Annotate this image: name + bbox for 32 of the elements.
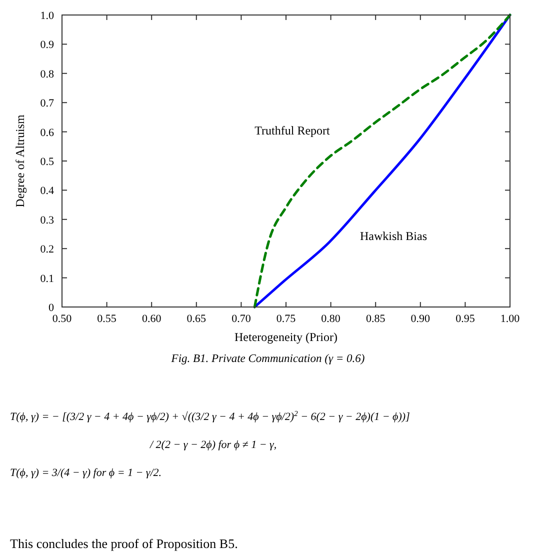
x-tick-label: 0.60 <box>142 313 162 325</box>
x-tick-label: 0.75 <box>276 313 296 325</box>
text: T(ϕ, γ) = 3/(4 − γ) for ϕ = 1 − γ/2. <box>10 467 162 479</box>
x-tick-label: 0.95 <box>456 313 476 325</box>
y-tick-label: 0.6 <box>40 126 54 139</box>
y-tick-label: 0.1 <box>40 272 54 285</box>
x-tick-label: 0.65 <box>186 313 207 325</box>
y-tick-label: 0.8 <box>40 68 54 80</box>
text: T(ϕ, γ) = − [(3/2 γ − 4 + 4ϕ − γϕ/2) + √((3/2 γ − 4 + 4ϕ − γϕ/2)$^{2}$ − 6(2 − γ − 2ϕ)(1 − ϕ))] <box>10 408 410 423</box>
x-tick-label: 0.70 <box>232 313 252 325</box>
caption: Fig. B1. Private Communication (γ = 0.6) <box>170 353 365 365</box>
y-tick-label: 0.5 <box>40 156 54 168</box>
text: This concludes the proof of Proposition B5. <box>10 536 238 551</box>
y-tick-label: 0.4 <box>40 185 54 198</box>
x-tick-label: 0.55 <box>97 313 117 325</box>
x-tick-label: 0.85 <box>366 313 386 325</box>
x-axis-title: Heterogeneity (Prior) <box>234 330 338 344</box>
line-series <box>253 14 512 308</box>
text: / 2(2 − γ − 2ϕ) for ϕ ≠ 1 − γ, <box>149 439 277 451</box>
y-tick-label: 0.3 <box>40 214 54 226</box>
x-tick-label: 0.90 <box>410 313 431 325</box>
y-tick-label: 0.2 <box>40 244 54 256</box>
annotation: Hawkish Bias <box>360 228 428 243</box>
y-tick-label: 0.9 <box>40 39 54 52</box>
y-tick-label: 0.7 <box>40 98 54 110</box>
x-tick-label: 1.00 <box>500 313 520 325</box>
annotation: Truthful Report <box>254 124 331 138</box>
y-tick-label: 1.0 <box>40 10 54 22</box>
x-tick-label: 0.80 <box>321 313 341 325</box>
y-tick-label: 0 <box>48 302 54 314</box>
y-axis-title: Degree of Altruism <box>13 114 27 208</box>
x-tick-label: 0.50 <box>52 313 72 325</box>
